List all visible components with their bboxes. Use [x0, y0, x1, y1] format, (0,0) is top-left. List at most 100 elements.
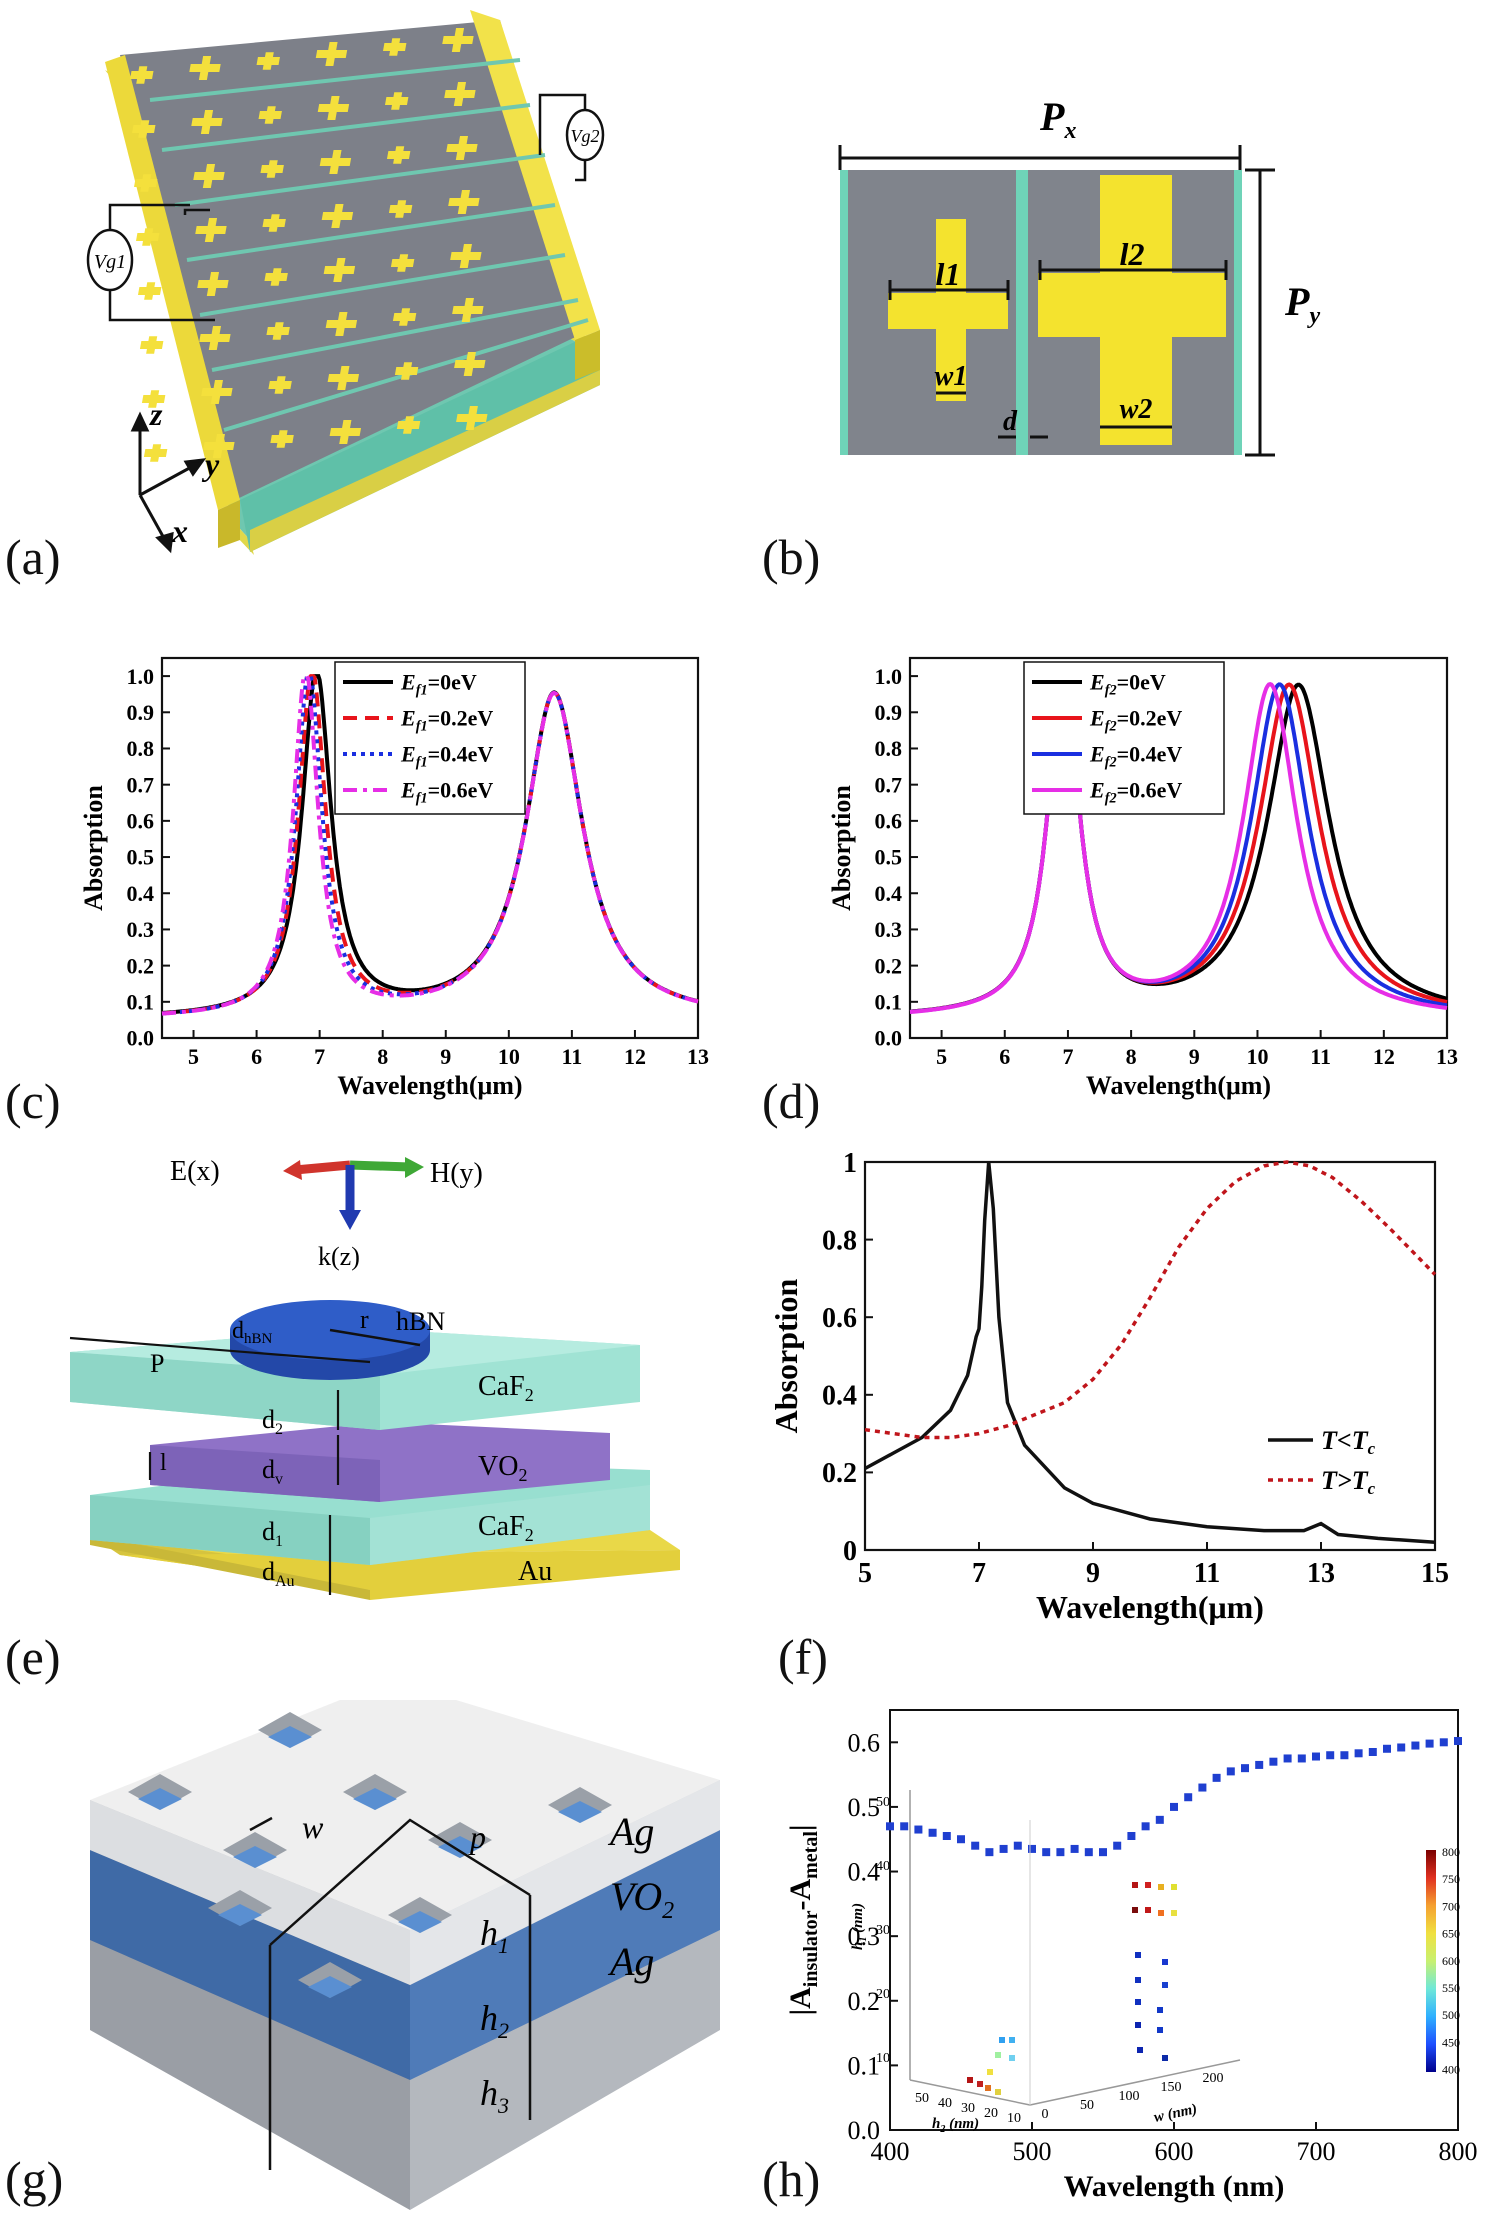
- data-point: [1113, 1841, 1122, 1850]
- inset-point: [967, 2077, 973, 2083]
- hole-floor: [268, 1726, 312, 1748]
- x-tick-label: 400: [871, 2137, 910, 2166]
- cross-marker: [268, 214, 280, 232]
- hole-array-diagram: w p Ag VO2 Ag h1 h2 h3: [90, 1680, 720, 2210]
- y-tick-label: 0.3: [127, 917, 155, 942]
- cross-marker: [459, 244, 472, 268]
- x-tick-label: 6: [999, 1044, 1010, 1069]
- cross-marker: [262, 52, 274, 70]
- cross-marker: [465, 406, 478, 430]
- cross-marker: [337, 366, 350, 390]
- y-tick-label: 0.5: [875, 845, 903, 870]
- cross-marker: [136, 66, 148, 84]
- inset-point: [1135, 1952, 1141, 1958]
- cross-marker: [198, 56, 212, 80]
- legend-entry: Ef1=0.6eV: [400, 778, 493, 807]
- y-tick-label: 0.2: [848, 1987, 881, 2016]
- y-tick-label: 0.4: [848, 1858, 881, 1887]
- vg-left-label: Vg1: [94, 251, 126, 273]
- x-tick-label: 600: [1155, 2137, 1194, 2166]
- x-tick-label: 800: [1439, 2137, 1478, 2166]
- cross-marker: [333, 258, 346, 282]
- cross-marker: [401, 362, 413, 380]
- inset-w-tick: 50: [1080, 2098, 1094, 2113]
- hole-floor: [218, 1904, 262, 1926]
- y-tick-label: 0.6: [127, 809, 155, 834]
- metasurface-3d-illustration: Vg1 Vg2 z y x: [86, 10, 605, 555]
- inset-w-tick: 0: [1042, 2107, 1049, 2122]
- series-line: [864, 1160, 1437, 1440]
- inset-z-tick: 40: [876, 1859, 890, 1874]
- inset-w-label: w (nm): [1153, 2101, 1199, 2126]
- p-label-g: p: [468, 1819, 486, 1855]
- y-tick-label: 0.7: [875, 772, 903, 797]
- data-point: [928, 1828, 937, 1837]
- x-tick-label: 8: [1126, 1044, 1137, 1069]
- data-point: [1127, 1832, 1136, 1840]
- inset-z-label: h1 (nm): [850, 1903, 869, 1950]
- y-tick-label: 0.9: [875, 700, 903, 725]
- y-axis-label: |Ainsulator-Ametal|: [784, 1825, 822, 2016]
- data-point: [914, 1825, 923, 1834]
- y-tick-label: 0.8: [875, 736, 903, 761]
- panel-label-h: (h): [762, 2151, 821, 2207]
- data-point: [1269, 1757, 1278, 1766]
- plot-frame: [863, 1160, 1437, 1552]
- cross-marker: [148, 390, 160, 408]
- y-tick-label: 0.6: [875, 809, 903, 834]
- voltage-source-left-icon: [86, 228, 134, 292]
- data-point: [1141, 1822, 1150, 1831]
- inset-point: [1157, 2027, 1163, 2033]
- colorbar-tick: 550: [1442, 1981, 1460, 1995]
- cross-marker: [327, 96, 340, 120]
- cross-marker: [264, 106, 276, 124]
- y-tick-label: 0.7: [127, 772, 155, 797]
- data-point: [1439, 1738, 1448, 1747]
- x-tick-label: 6: [251, 1044, 262, 1069]
- data-point: [1184, 1793, 1193, 1802]
- data-point: [1312, 1752, 1320, 1761]
- y-axis-label: Absorption: [768, 1278, 804, 1433]
- series-line: [864, 1161, 1436, 1544]
- x-tick-label: 12: [624, 1044, 646, 1069]
- x-tick-label: 8: [377, 1044, 388, 1069]
- cross-marker: [270, 268, 282, 286]
- vg-right-label: Vg2: [571, 126, 600, 146]
- cross-marker: [325, 42, 338, 66]
- cross-marker: [403, 416, 415, 434]
- data-point: [1084, 1848, 1093, 1857]
- legend-entry: Ef1=0.4eV: [400, 742, 493, 771]
- colorbar-tick: 800: [1442, 1845, 1460, 1859]
- y-tick-label: 0.2: [127, 953, 155, 978]
- cross-marker: [463, 352, 476, 376]
- legend-entry: Ef2=0.6eV: [1089, 778, 1182, 807]
- px-label: Px: [1039, 94, 1076, 144]
- y-tick-label: 0.4: [127, 881, 155, 906]
- series-line: [161, 674, 699, 1016]
- y-tick-label: 0.3: [875, 917, 903, 942]
- x-tick-label: 10: [1246, 1044, 1268, 1069]
- panel-b: Px Py l1 l2 w1 w2 d (b): [740, 0, 1487, 600]
- cross-marker: [208, 326, 222, 350]
- y-tick-label: 1: [843, 1148, 857, 1179]
- inset-point: [1135, 1999, 1141, 2005]
- hole-floor: [233, 1846, 277, 1868]
- cross-marker: [461, 298, 474, 322]
- d-hbn-label: dhBN: [232, 1318, 273, 1347]
- inset-z-tick: 50: [876, 1795, 890, 1810]
- x-tick-label: 7: [1062, 1044, 1073, 1069]
- data-point: [1397, 1743, 1406, 1752]
- x-tick-label: 7: [314, 1044, 325, 1069]
- cross-marker: [393, 146, 405, 164]
- axis-z-label: z: [149, 396, 163, 432]
- hole-floor: [138, 1788, 182, 1810]
- y-tick-label: 1.0: [127, 664, 155, 689]
- axis-y-label: y: [201, 446, 220, 482]
- l-label: l: [160, 1450, 167, 1476]
- cross-marker: [272, 322, 284, 340]
- inset-point: [995, 2052, 1001, 2058]
- cross-marker: [335, 312, 348, 336]
- cross-marker: [146, 336, 158, 354]
- data-point: [886, 1822, 894, 1831]
- caf2-top-label: CaF2: [478, 1371, 534, 1405]
